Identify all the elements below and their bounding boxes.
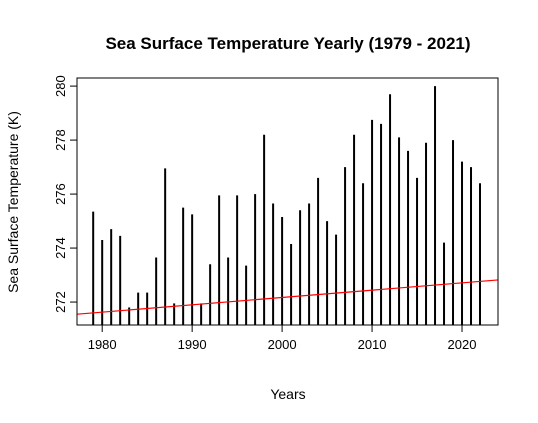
y-tick-label-278: 278 bbox=[53, 129, 68, 151]
bars-group bbox=[92, 86, 482, 325]
plot-frame bbox=[76, 77, 499, 326]
x-tick-label-1980: 1980 bbox=[88, 337, 117, 352]
y-tick-label-276: 276 bbox=[53, 183, 68, 205]
y-axis: 272 274 276 278 280 bbox=[53, 75, 77, 313]
trend-layer bbox=[76, 279, 499, 315]
y-tick-label-272: 272 bbox=[53, 291, 68, 313]
trend-line bbox=[76, 279, 499, 315]
x-tick-label-2000: 2000 bbox=[268, 337, 297, 352]
x-tick-label-1990: 1990 bbox=[178, 337, 207, 352]
y-tick-label-280: 280 bbox=[53, 75, 68, 97]
chart-title: Sea Surface Temperature Yearly (1979 - 2… bbox=[105, 34, 470, 53]
y-tick-label-274: 274 bbox=[53, 237, 68, 259]
x-tick-label-2010: 2010 bbox=[358, 337, 387, 352]
x-axis-label: Years bbox=[270, 386, 305, 402]
x-tick-label-2020: 2020 bbox=[448, 337, 477, 352]
y-axis-label: Sea Surface Temperature (K) bbox=[5, 111, 21, 293]
x-axis: 1980 1990 2000 2010 2020 bbox=[88, 325, 477, 352]
